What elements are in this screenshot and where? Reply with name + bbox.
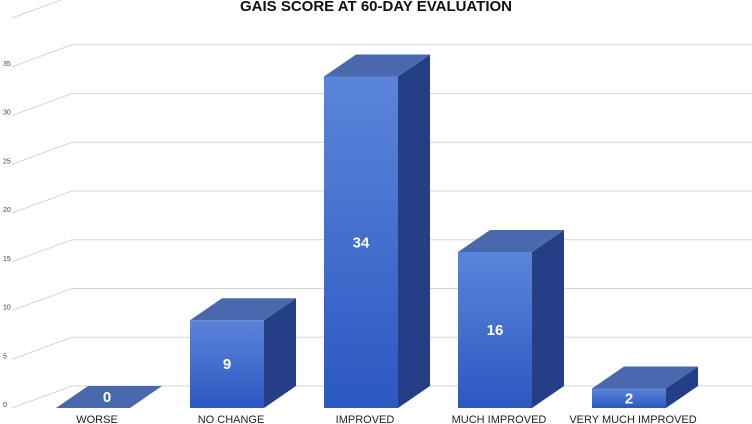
bar-top-face xyxy=(458,230,564,252)
data-label: 0 xyxy=(103,389,111,406)
x-category-label: IMPROVED xyxy=(336,414,395,424)
bar xyxy=(190,298,296,408)
bar xyxy=(56,386,162,408)
y-tick-label: 25 xyxy=(3,158,11,165)
bar xyxy=(458,230,564,408)
bar-front-face xyxy=(190,320,264,408)
gridline xyxy=(11,141,752,165)
bar-front-face xyxy=(592,388,666,408)
bar-top-face xyxy=(56,386,162,408)
y-tick-label: 20 xyxy=(3,207,11,214)
x-category-label: WORSE xyxy=(76,414,118,424)
y-tick-label: 30 xyxy=(3,110,11,117)
bars: 0 9 34 16 2 xyxy=(56,54,698,408)
gridline xyxy=(11,44,752,68)
data-label: 34 xyxy=(353,234,370,251)
bar-front-face xyxy=(324,76,398,408)
bar-side-face xyxy=(398,54,430,408)
data-label: 16 xyxy=(487,322,504,339)
chart-title: GAIS SCORE AT 60-DAY EVALUATION xyxy=(240,0,512,15)
bar-top-face xyxy=(324,54,430,77)
x-category-label: MUCH IMPROVED xyxy=(452,414,547,424)
bar-top-face xyxy=(190,298,296,321)
bar-front-face xyxy=(458,252,532,408)
gridline xyxy=(11,93,752,116)
data-label: 9 xyxy=(223,356,231,373)
y-tick-label: 15 xyxy=(3,256,11,263)
gridline xyxy=(11,190,752,214)
bar-side-face xyxy=(532,230,564,408)
y-axis-ticks: 0 5 10 15 20 25 30 35 xyxy=(3,61,11,409)
x-category-label: VERY MUCH IMPROVED xyxy=(569,414,696,424)
data-label: 2 xyxy=(625,390,633,407)
bar xyxy=(592,366,698,408)
bar-side-face xyxy=(264,298,296,408)
y-tick-label: 10 xyxy=(3,305,11,312)
y-tick-label: 35 xyxy=(3,61,11,68)
x-category-label: NO CHANGE xyxy=(198,414,265,424)
gridline xyxy=(11,0,63,19)
gridlines xyxy=(11,0,752,409)
bar-side-face xyxy=(666,366,698,408)
x-axis-labels: WORSE NO CHANGE IMPROVED MUCH IMPROVED VERY … xyxy=(76,414,697,424)
bar-top-face xyxy=(592,366,698,389)
y-tick-label: 5 xyxy=(3,353,7,360)
bar xyxy=(324,54,430,408)
y-tick-label: 0 xyxy=(3,402,7,409)
